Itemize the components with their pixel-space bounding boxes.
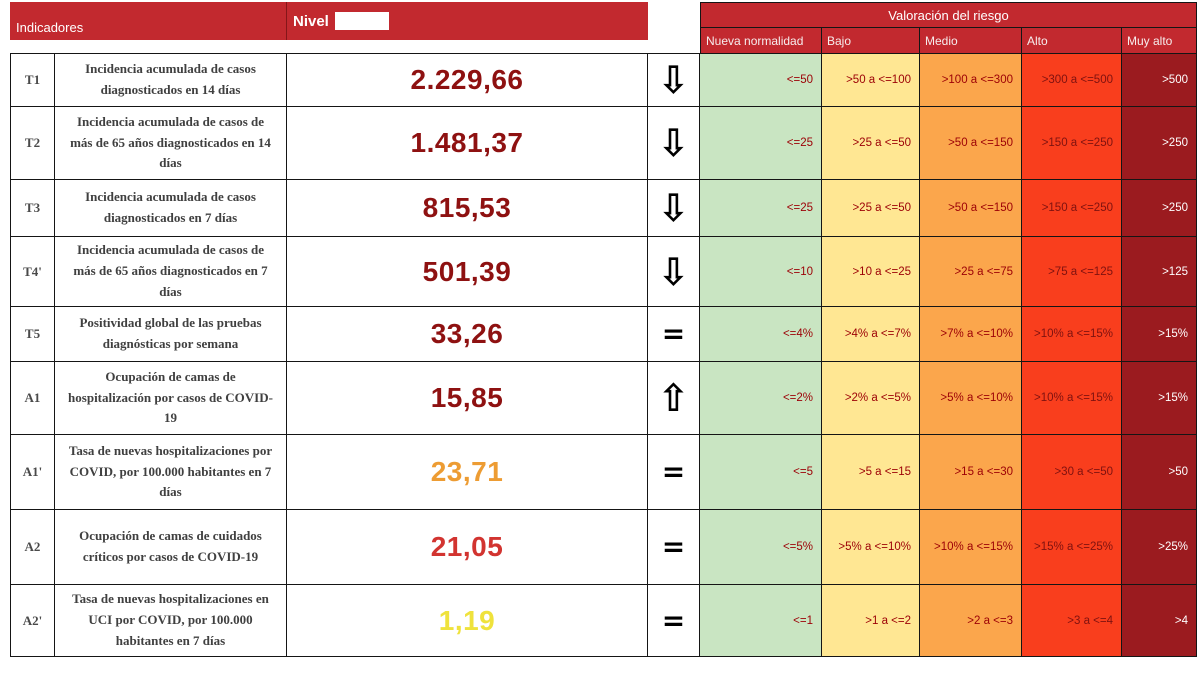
risk-cell-bajo: >10 a <=25 [822,237,920,307]
row-id: A1' [10,435,55,510]
risk-cell-muy-alto: >250 [1122,180,1197,237]
indicadores-label: Indicadores [16,20,84,35]
trend-equal-icon: = [648,307,700,362]
trend-equal-icon: = [648,435,700,510]
trend-equal-icon: = [648,585,700,657]
nivel-header-cell: Nivel [287,2,648,54]
risk-cell-bajo: >25 a <=50 [822,180,920,237]
column-header-nueva-normalidad: Nueva normalidad [700,28,822,54]
row-value: 21,05 [287,510,648,585]
risk-cell-muy-alto: >15% [1122,362,1197,435]
row-description: Ocupación de camas de hospitalización po… [55,362,287,435]
row-value: 501,39 [287,237,648,307]
valoracion-label: Valoración del riesgo [888,7,1009,23]
risk-cell-bajo: >5% a <=10% [822,510,920,585]
risk-cell-alto: >75 a <=125 [1022,237,1122,307]
nivel-header: Nivel [287,2,648,40]
row-description: Ocupación de camas de cuidados críticos … [55,510,287,585]
trend-equal-icon: = [648,510,700,585]
risk-cell-nueva-normalidad: <=5% [700,510,822,585]
risk-cell-muy-alto: >4 [1122,585,1197,657]
column-header-alto: Alto [1022,28,1122,54]
row-description: Incidencia acumulada de casos de más de … [55,107,287,180]
column-header-bajo: Bajo [822,28,920,54]
risk-cell-alto: >30 a <=50 [1022,435,1122,510]
row-description: Tasa de nuevas hospitalizaciones por COV… [55,435,287,510]
risk-cell-muy-alto: >50 [1122,435,1197,510]
trend-down-icon: ⇩ [648,237,700,307]
row-description: Incidencia acumulada de casos diagnostic… [55,54,287,107]
risk-cell-medio: >7% a <=10% [920,307,1022,362]
risk-cell-muy-alto: >500 [1122,54,1197,107]
row-description: Incidencia acumulada de casos diagnostic… [55,180,287,237]
row-value: 33,26 [287,307,648,362]
risk-cell-muy-alto: >125 [1122,237,1197,307]
row-id: A2 [10,510,55,585]
row-id: T5 [10,307,55,362]
trend-down-icon: ⇩ [648,54,700,107]
risk-cell-medio: >100 a <=300 [920,54,1022,107]
risk-cell-nueva-normalidad: <=25 [700,180,822,237]
valoracion-header: Valoración del riesgo [700,2,1197,28]
nivel-label: Nivel [293,12,329,30]
risk-cell-medio: >50 a <=150 [920,180,1022,237]
row-id: T3 [10,180,55,237]
risk-cell-nueva-normalidad: <=25 [700,107,822,180]
risk-cell-nueva-normalidad: <=2% [700,362,822,435]
row-value: 815,53 [287,180,648,237]
row-id: T4' [10,237,55,307]
risk-cell-muy-alto: >15% [1122,307,1197,362]
row-value: 1,19 [287,585,648,657]
risk-cell-bajo: >4% a <=7% [822,307,920,362]
risk-cell-alto: >10% a <=15% [1022,307,1122,362]
risk-cell-muy-alto: >250 [1122,107,1197,180]
risk-cell-alto: >15% a <=25% [1022,510,1122,585]
row-id: A2' [10,585,55,657]
indicadores-header-cell: Indicadores [10,2,287,54]
risk-indicators-table: Indicadores Nivel Valoración del riesgo … [10,2,1197,657]
row-id: A1 [10,362,55,435]
risk-cell-bajo: >1 a <=2 [822,585,920,657]
risk-cell-medio: >5% a <=10% [920,362,1022,435]
trend-up-icon: ⇧ [648,362,700,435]
risk-cell-bajo: >5 a <=15 [822,435,920,510]
risk-cell-nueva-normalidad: <=4% [700,307,822,362]
risk-cell-medio: >50 a <=150 [920,107,1022,180]
column-header-muy-alto: Muy alto [1122,28,1197,54]
indicadores-header: Indicadores [10,2,287,40]
risk-cell-bajo: >50 a <=100 [822,54,920,107]
trend-down-icon: ⇩ [648,180,700,237]
risk-cell-muy-alto: >25% [1122,510,1197,585]
risk-cell-bajo: >25 a <=50 [822,107,920,180]
row-value: 15,85 [287,362,648,435]
risk-cell-alto: >300 a <=500 [1022,54,1122,107]
row-id: T2 [10,107,55,180]
row-value: 1.481,37 [287,107,648,180]
risk-cell-medio: >25 a <=75 [920,237,1022,307]
risk-cell-nueva-normalidad: <=50 [700,54,822,107]
risk-cell-alto: >3 a <=4 [1022,585,1122,657]
trend-down-icon: ⇩ [648,107,700,180]
risk-cell-nueva-normalidad: <=10 [700,237,822,307]
row-id: T1 [10,54,55,107]
row-description: Positividad global de las pruebas diagnó… [55,307,287,362]
risk-cell-alto: >10% a <=15% [1022,362,1122,435]
risk-cell-alto: >150 a <=250 [1022,180,1122,237]
risk-cell-bajo: >2% a <=5% [822,362,920,435]
risk-cell-nueva-normalidad: <=1 [700,585,822,657]
row-description: Incidencia acumulada de casos de más de … [55,237,287,307]
header-gap [648,2,700,54]
risk-cell-nueva-normalidad: <=5 [700,435,822,510]
risk-cell-medio: >10% a <=15% [920,510,1022,585]
column-header-medio: Medio [920,28,1022,54]
row-value: 23,71 [287,435,648,510]
risk-cell-alto: >150 a <=250 [1022,107,1122,180]
erased-area [334,12,389,30]
risk-cell-medio: >2 a <=3 [920,585,1022,657]
row-value: 2.229,66 [287,54,648,107]
risk-cell-medio: >15 a <=30 [920,435,1022,510]
row-description: Tasa de nuevas hospitalizaciones en UCI … [55,585,287,657]
